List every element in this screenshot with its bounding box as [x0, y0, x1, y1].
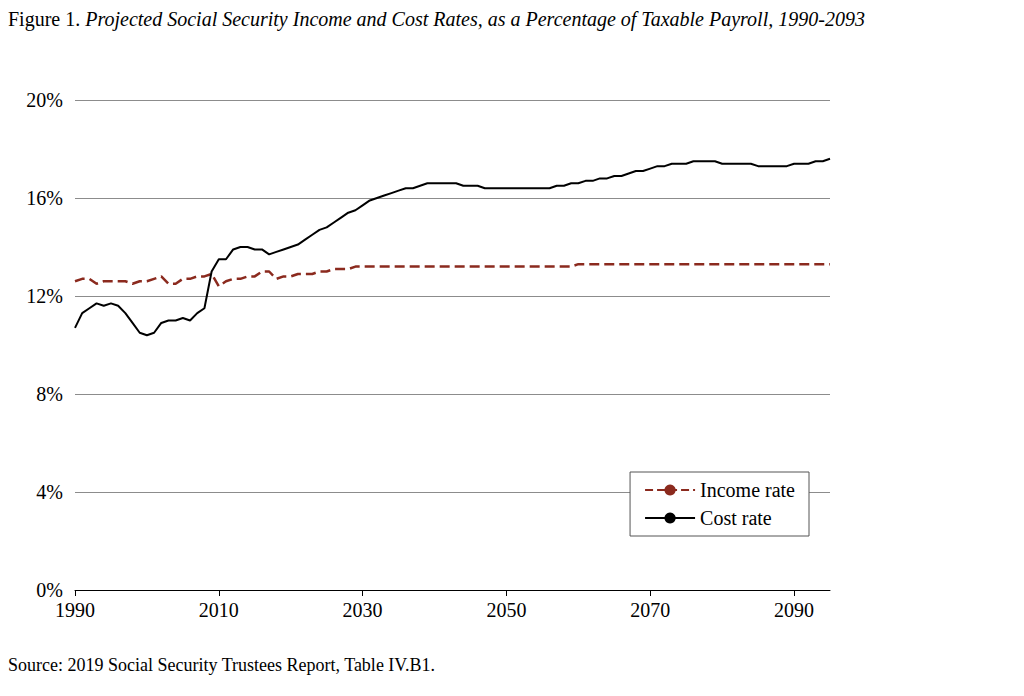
svg-text:4%: 4%: [36, 481, 63, 503]
svg-text:Income rate: Income rate: [700, 479, 795, 501]
svg-text:0%: 0%: [36, 579, 63, 601]
svg-text:2070: 2070: [630, 599, 670, 621]
html-text:Figure 1. Projected Social Sec: Figure 1. Projected Social Security Inco…: [8, 8, 865, 30]
svg-text:20%: 20%: [26, 89, 63, 111]
svg-text:8%: 8%: [36, 383, 63, 405]
svg-text:1990: 1990: [55, 599, 95, 621]
html-text:Source: 2019 Social Security T: Source: 2019 Social Security Trustees Re…: [8, 655, 435, 675]
svg-text:Cost rate: Cost rate: [700, 507, 772, 529]
svg-text:2010: 2010: [199, 599, 239, 621]
svg-text:16%: 16%: [26, 187, 63, 209]
svg-text:2050: 2050: [486, 599, 526, 621]
svg-text:2090: 2090: [774, 599, 814, 621]
svg-text:2030: 2030: [343, 599, 383, 621]
svg-text:12%: 12%: [26, 285, 63, 307]
